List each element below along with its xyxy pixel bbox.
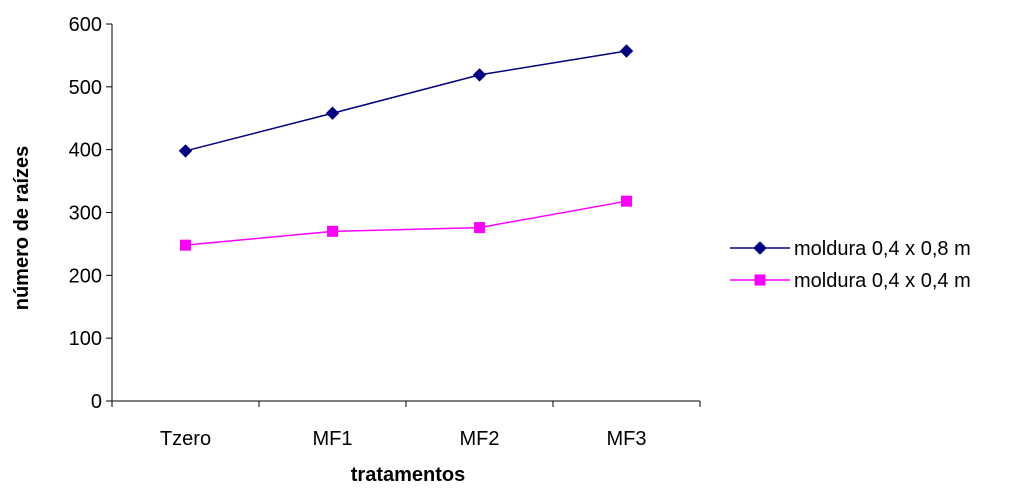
data-point: [621, 195, 632, 207]
series-line: [185, 200, 627, 246]
series-2: [180, 195, 632, 251]
x-axis-title: tratamentos: [351, 464, 465, 486]
legend-label: moldura 0,4 x 0,4 m: [794, 270, 971, 292]
y-tick-label: 600: [69, 14, 102, 36]
data-point: [327, 225, 338, 237]
y-tick-label: 500: [69, 77, 102, 99]
data-point: [178, 144, 193, 158]
y-tick-label: 300: [69, 203, 102, 225]
series-line: [185, 50, 627, 152]
legend-marker: [754, 274, 766, 286]
y-tick-label: 200: [69, 265, 102, 287]
x-tick-label: Tzero: [160, 428, 211, 450]
data-point: [474, 222, 485, 234]
x-tick-label: MF1: [313, 428, 353, 450]
legend-item: moldura 0,4 x 0,8 m: [730, 238, 971, 260]
y-axis-title: número de raízes: [11, 146, 33, 311]
y-tick-label: 400: [69, 140, 102, 162]
tick-labels: 0 100 200 300 400 500 600 Tzero MF1 MF2 MF3: [69, 14, 647, 450]
legend: moldura 0,4 x 0,8 m moldura 0,4 x 0,4 m: [730, 238, 971, 292]
data-point: [325, 106, 340, 120]
y-tick-label: 100: [69, 328, 102, 350]
x-tick-label: MF2: [460, 428, 500, 450]
data-point: [472, 68, 487, 82]
axes: [106, 23, 701, 407]
data-point: [180, 239, 191, 251]
legend-label: moldura 0,4 x 0,8 m: [794, 238, 971, 260]
x-tick-label: MF3: [607, 428, 647, 450]
y-tick-label: 0: [91, 391, 102, 413]
legend-marker: [753, 241, 767, 255]
legend-item: moldura 0,4 x 0,4 m: [730, 270, 971, 292]
data-point: [619, 44, 634, 58]
series-1: [178, 44, 634, 158]
series-lines: [178, 44, 634, 251]
